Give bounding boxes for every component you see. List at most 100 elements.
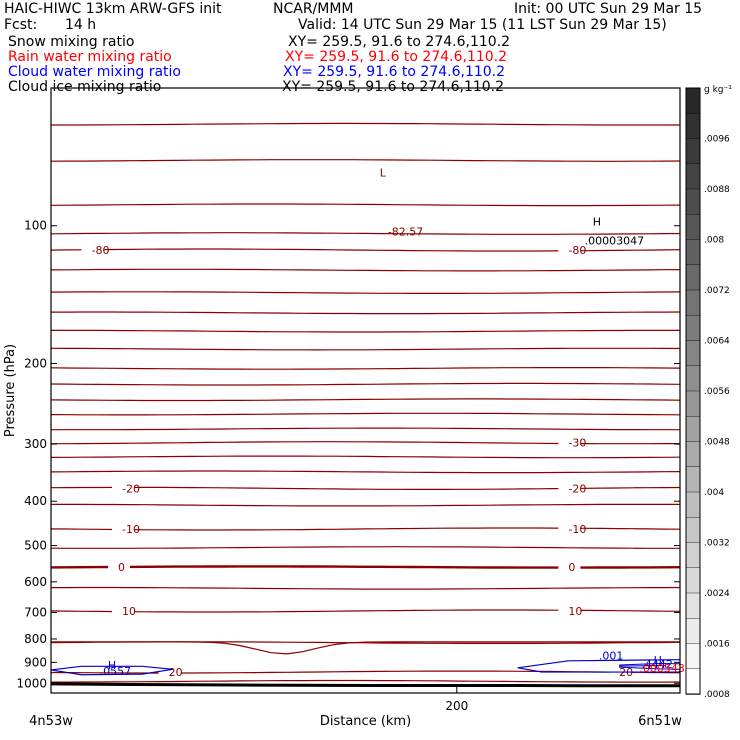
colorbar-cell	[685, 138, 701, 165]
isotherm-line	[51, 455, 680, 459]
y-tick-label: 900	[24, 655, 47, 669]
terrain-line	[50, 682, 680, 688]
fcst-value: 14 h	[65, 17, 97, 33]
isotherm-line	[51, 546, 680, 549]
colorbar-tick-label: .0056	[704, 387, 730, 397]
isotherm-dip	[51, 641, 680, 655]
colorbar-tick-label: .0072	[704, 286, 730, 296]
field-cloudwater-xy: XY= 259.5, 91.6 to 274.6,110.2	[283, 64, 506, 80]
isotherm-label: -20	[122, 482, 140, 495]
org-label: NCAR/MMM	[273, 1, 354, 17]
colorbar-tick-label: .0048	[704, 438, 730, 448]
isotherm-label: -10	[568, 523, 586, 536]
isotherm-label: 0	[568, 561, 575, 574]
colorbar-cell	[685, 113, 701, 140]
isotherm-line	[51, 159, 680, 162]
annotation-max: H	[108, 659, 116, 672]
field-snow-label: Snow mixing ratio	[8, 34, 135, 50]
field-cloudwater-label: Cloud water mixing ratio	[8, 64, 181, 80]
annotation-max-value: .4442	[641, 658, 673, 671]
isotherm-line	[51, 367, 680, 370]
isotherm-label: 0	[118, 561, 125, 574]
y-axis-label: Pressure (hPa)	[3, 344, 18, 437]
isotherm-label: 10	[568, 605, 582, 618]
cloud-water-contour-right	[517, 659, 681, 673]
y-tick-label: 100	[24, 219, 47, 233]
colorbar-cell	[685, 264, 701, 291]
annotation-max: H	[593, 216, 601, 229]
isotherm-label: -80	[568, 244, 586, 257]
cloud-water-contour-left	[50, 665, 173, 676]
isotherm-label-bg	[558, 482, 581, 495]
isotherm-line	[51, 503, 680, 507]
annotation-min: L	[380, 166, 387, 179]
colorbar-cell	[685, 416, 701, 443]
field-ice-label: Cloud ice mixing ratio	[8, 79, 162, 95]
isotherm-line	[51, 412, 680, 416]
colorbar-cell	[685, 163, 701, 190]
annotation-max: H	[654, 654, 662, 667]
colorbar-cell	[685, 289, 701, 316]
colorbar-cell	[685, 567, 701, 594]
isotherm-10	[51, 609, 680, 613]
colorbar-unit: g kg⁻¹	[704, 85, 732, 95]
isotherm-line	[51, 470, 680, 474]
init-time: Init: 00 UTC Sun 29 Mar 15	[514, 1, 703, 17]
colorbar-cell	[685, 340, 701, 367]
isotherm-line	[51, 427, 680, 431]
colorbar-cell	[685, 466, 701, 493]
valid-time: Valid: 14 UTC Sun 29 Mar 15 (11 LST Sun …	[298, 17, 667, 33]
isotherm-line	[51, 679, 680, 683]
colorbar-tick-label: .0016	[704, 640, 730, 650]
isotherm-label: 10	[122, 605, 136, 618]
colorbar-cell	[685, 188, 701, 215]
annotation-max-value: .00003047	[585, 235, 645, 248]
x-tick-label: 200	[445, 699, 468, 713]
isotherm-line	[51, 347, 680, 351]
isotherm-label-bg	[112, 522, 135, 535]
isotherm-line	[51, 232, 680, 235]
colorbar-tick-label: .0064	[704, 337, 730, 347]
isotherm-line	[51, 268, 680, 272]
cloud-water-contour-inner	[619, 662, 681, 670]
colorbar-cell	[685, 239, 701, 266]
isotherm-label: 20	[169, 666, 183, 679]
isotherm-line	[51, 586, 680, 590]
isotherm-label-bg	[558, 436, 581, 449]
isotherm-line	[51, 311, 680, 315]
model-title: HAIC-HIWC 13km ARW-GFS init	[4, 1, 222, 17]
isotherm-label: -10	[122, 523, 140, 536]
isotherm-label: -30	[568, 437, 586, 450]
x-endpoint-left: 4n53w	[29, 714, 73, 729]
field-rain-label: Rain water mixing ratio	[8, 49, 172, 65]
colorbar-cell	[685, 87, 701, 114]
annotation-max-value: .000543	[639, 662, 685, 675]
isotherm-label-bg	[107, 561, 130, 574]
colorbar-cell	[685, 365, 701, 392]
y-tick-label: 400	[24, 494, 47, 508]
colorbar-cell	[685, 491, 701, 518]
colorbar-tick-label: .0096	[704, 135, 730, 145]
colorbar-cell	[685, 214, 701, 241]
isotherm-label-bg	[558, 561, 581, 574]
isotherm-line	[51, 203, 680, 207]
field-snow-xy: XY= 259.5, 91.6 to 274.6,110.2	[288, 34, 511, 50]
isotherm-label: -20	[568, 482, 586, 495]
y-tick-label: 800	[24, 632, 47, 646]
annotation-max-value: .0557	[100, 665, 132, 678]
x-axis-label: Distance (km)	[320, 714, 411, 729]
annotation-min-value: -82.57	[388, 225, 423, 238]
field-rain-xy: XY= 259.5, 91.6 to 274.6,110.2	[285, 49, 508, 65]
colorbar-cell	[685, 517, 701, 544]
y-tick-label: 600	[24, 575, 47, 589]
isotherm-label-bg	[112, 482, 135, 495]
isotherm-label-bg	[558, 605, 581, 618]
colorbar-cell	[685, 618, 701, 645]
colorbar-cell	[685, 441, 701, 468]
isotherm-line	[51, 329, 680, 333]
plot-frame	[50, 87, 681, 694]
x-endpoint-right: 6n51w	[638, 714, 682, 729]
y-tick-label: 500	[24, 539, 47, 553]
isotherm-label: -80	[92, 244, 110, 257]
